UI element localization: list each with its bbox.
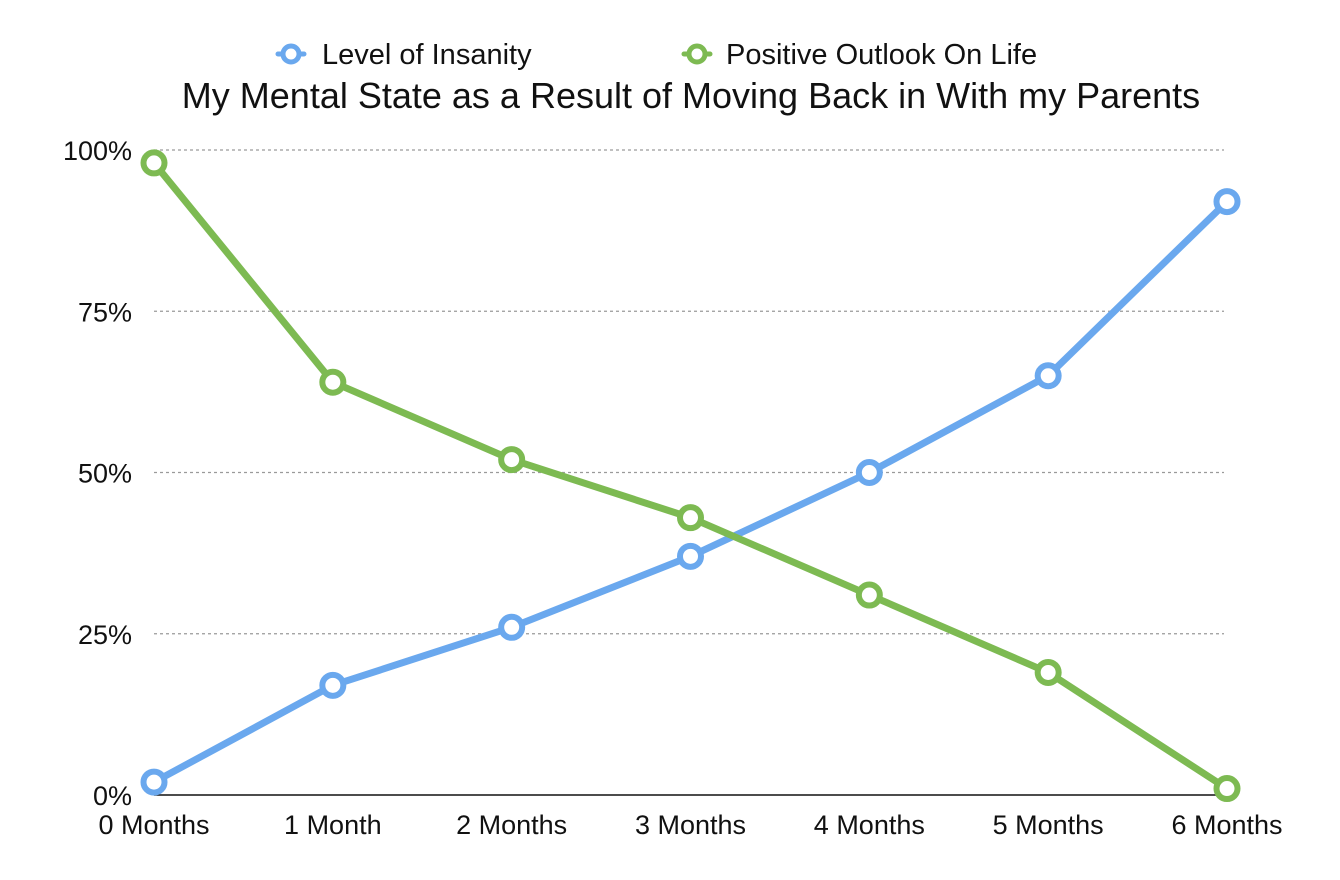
series-2 (140, 149, 1241, 803)
x-tick-label: 4 Months (814, 810, 925, 840)
data-point (855, 459, 883, 486)
data-point (1213, 775, 1241, 803)
data-point (498, 446, 526, 474)
x-tick-label: 3 Months (635, 810, 746, 840)
x-tick-label: 0 Months (98, 810, 209, 840)
data-point (677, 504, 704, 532)
y-tick-label: 25% (78, 620, 132, 650)
x-axis-ticks: 0 Months 1 Month 2 Months 3 Months 4 Months 5… (98, 810, 1282, 840)
chart-title: My Mental State as a Result of Moving Ba… (182, 75, 1200, 116)
x-tick-label: 6 Months (1171, 810, 1282, 840)
y-tick-label: 50% (78, 459, 132, 489)
legend-marker-outlook (686, 43, 708, 65)
grid (154, 149, 1224, 635)
series-line-1 (150, 198, 1231, 786)
x-tick-label: 2 Months (456, 810, 567, 840)
y-tick-label: 100% (63, 136, 132, 166)
data-point (140, 768, 168, 796)
y-tick-label: 75% (78, 297, 132, 327)
x-tick-label: 5 Months (993, 810, 1104, 840)
data-point (319, 671, 347, 699)
series-1 (140, 188, 1241, 796)
legend-label-outlook: Positive Outlook On Life (726, 39, 1037, 71)
y-axis-ticks: 0% 25% 50% 75% 100% (63, 136, 132, 811)
data-point (855, 581, 883, 609)
data-point (1213, 188, 1241, 216)
legend: Level of Insanity Positive Outlook On Li… (275, 39, 1037, 71)
data-point (1034, 362, 1062, 390)
legend-label-insanity: Level of Insanity (322, 39, 532, 71)
y-tick-label: 0% (93, 781, 132, 811)
data-point (319, 368, 347, 396)
legend-item-insanity: Level of Insanity (275, 39, 532, 71)
x-tick-label: 1 Month (284, 810, 382, 840)
data-point (140, 149, 168, 177)
series-layer (140, 149, 1241, 803)
legend-item-outlook: Positive Outlook On Life (681, 39, 1037, 71)
data-point (677, 542, 704, 570)
legend-marker-insanity (280, 43, 302, 65)
data-point (498, 613, 526, 641)
data-point (1034, 658, 1062, 686)
